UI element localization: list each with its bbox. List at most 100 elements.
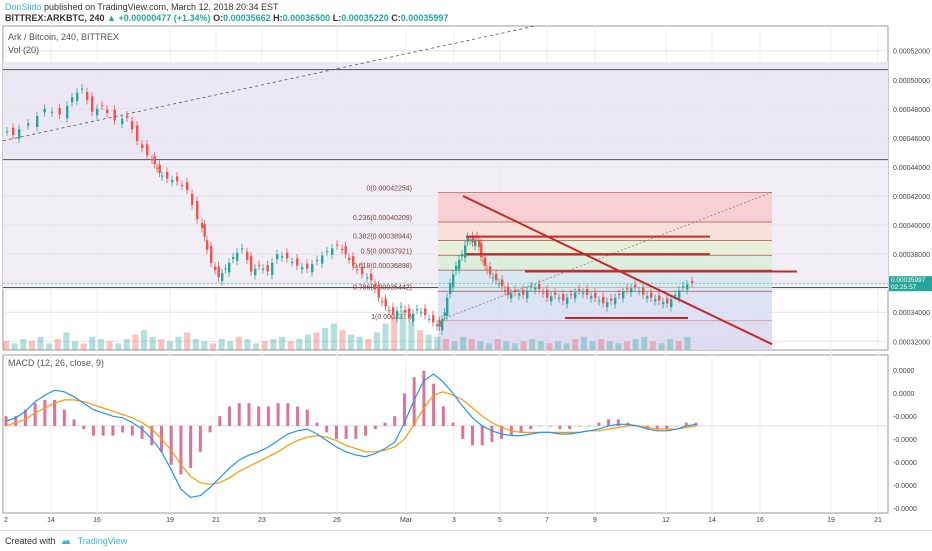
volume-bar [503, 341, 510, 350]
volume-bar [296, 339, 303, 350]
author-link[interactable]: DonSlido [5, 2, 42, 12]
candle-body [582, 292, 585, 295]
candle-body [408, 308, 411, 319]
candle-body [396, 310, 399, 319]
candle-body [507, 286, 510, 295]
candle-body [574, 292, 577, 299]
macd-tick-label: -0.0000 [893, 460, 917, 467]
volume-bar [675, 341, 682, 350]
candle-body [377, 285, 380, 298]
volume-bar [408, 321, 415, 350]
candle-body [228, 262, 231, 273]
volume-bar [339, 330, 346, 350]
candle-body [492, 277, 495, 279]
fib-zone [438, 240, 772, 256]
macd-histogram-bar [675, 425, 679, 427]
volume-bar [115, 343, 122, 350]
candle-body [666, 298, 669, 304]
macd-histogram-bar [237, 403, 241, 426]
candle-body [221, 272, 224, 281]
drawing-lines[interactable] [462, 195, 797, 346]
macd-histogram-bar [62, 409, 66, 426]
candle-body [71, 97, 74, 103]
macd-histogram-bar [694, 422, 698, 426]
candle-body [203, 224, 206, 237]
macd-histogram-bar [539, 425, 543, 427]
tradingview-link[interactable]: TradingView [77, 536, 128, 546]
macd-histogram-bar [33, 403, 37, 426]
candle-body [461, 254, 464, 257]
candle-body [232, 257, 235, 260]
candle-body [331, 248, 334, 255]
fib-level-label: 0.382(0.00038944) [353, 233, 412, 240]
volume-bars [3, 310, 691, 350]
volume-bar [89, 336, 96, 350]
candle-body [370, 273, 373, 281]
volume-bar [279, 336, 286, 350]
macd-histogram-bar [577, 425, 581, 427]
macd-histogram-bar [247, 403, 251, 426]
candle-body [361, 266, 364, 275]
volume-bar [486, 343, 493, 350]
price-tick-label: 0.00048000 [893, 107, 930, 114]
candle-body [96, 108, 99, 116]
volume-bar [477, 341, 484, 350]
candle-body [258, 265, 261, 267]
volume-bar [201, 341, 208, 350]
macd-histogram-bar [490, 425, 494, 443]
volume-bar [442, 339, 449, 350]
macd-histogram-bar [441, 406, 445, 426]
high-value: 0.00036500 [282, 13, 331, 23]
low-label: L: [332, 13, 342, 23]
macd-histogram-bar [189, 425, 193, 469]
fib-zone [438, 270, 772, 292]
macd-histogram-bar [23, 409, 27, 426]
candle-body [326, 251, 329, 253]
candle-body [404, 310, 407, 313]
candle-body [210, 246, 213, 263]
candle-body [546, 289, 549, 298]
volume-bar [417, 330, 424, 350]
macd-histogram-bar [519, 425, 523, 433]
volume-bar [227, 341, 234, 350]
volume-bar [468, 339, 475, 350]
macd-histogram-bar [150, 425, 154, 446]
candle-body [682, 286, 685, 288]
price-candles [6, 84, 694, 335]
candle-body [626, 288, 629, 290]
candle-body [558, 297, 561, 299]
candle-body [484, 257, 487, 266]
candle-body [480, 243, 483, 258]
macd-histogram-bar [315, 422, 319, 426]
macd-histogram-bar [684, 422, 688, 426]
volume-bar [149, 336, 156, 350]
chart-legend-title: Ark / Bitcoin, 240, BITTREX [8, 32, 119, 42]
fib-level-label: 0.5(0.00037921) [361, 248, 412, 255]
volume-bar [348, 334, 355, 350]
volume-bar [330, 323, 337, 350]
macd-histogram-bar [101, 425, 105, 436]
candle-body [374, 283, 377, 289]
candle-body [570, 294, 573, 296]
candle-body [201, 222, 204, 228]
candle-body [446, 297, 449, 316]
volume-bar [54, 339, 61, 350]
candle-body [276, 254, 279, 260]
time-tick-label: 16 [93, 517, 101, 524]
candle-body [113, 109, 116, 121]
fib-zone [438, 255, 772, 271]
volume-bar [158, 339, 165, 350]
candle-body [504, 289, 507, 291]
candle-body [356, 269, 359, 271]
candle-body [428, 318, 431, 320]
macd-histogram-bar [373, 425, 377, 430]
candle-body [281, 256, 284, 258]
last-price-badge [889, 276, 932, 292]
macd-histogram-bar [393, 416, 397, 426]
candle-body [51, 111, 54, 113]
candle-body [86, 92, 89, 101]
candle-body [466, 236, 469, 242]
candle-body [412, 313, 415, 322]
time-tick-label: 23 [258, 517, 266, 524]
